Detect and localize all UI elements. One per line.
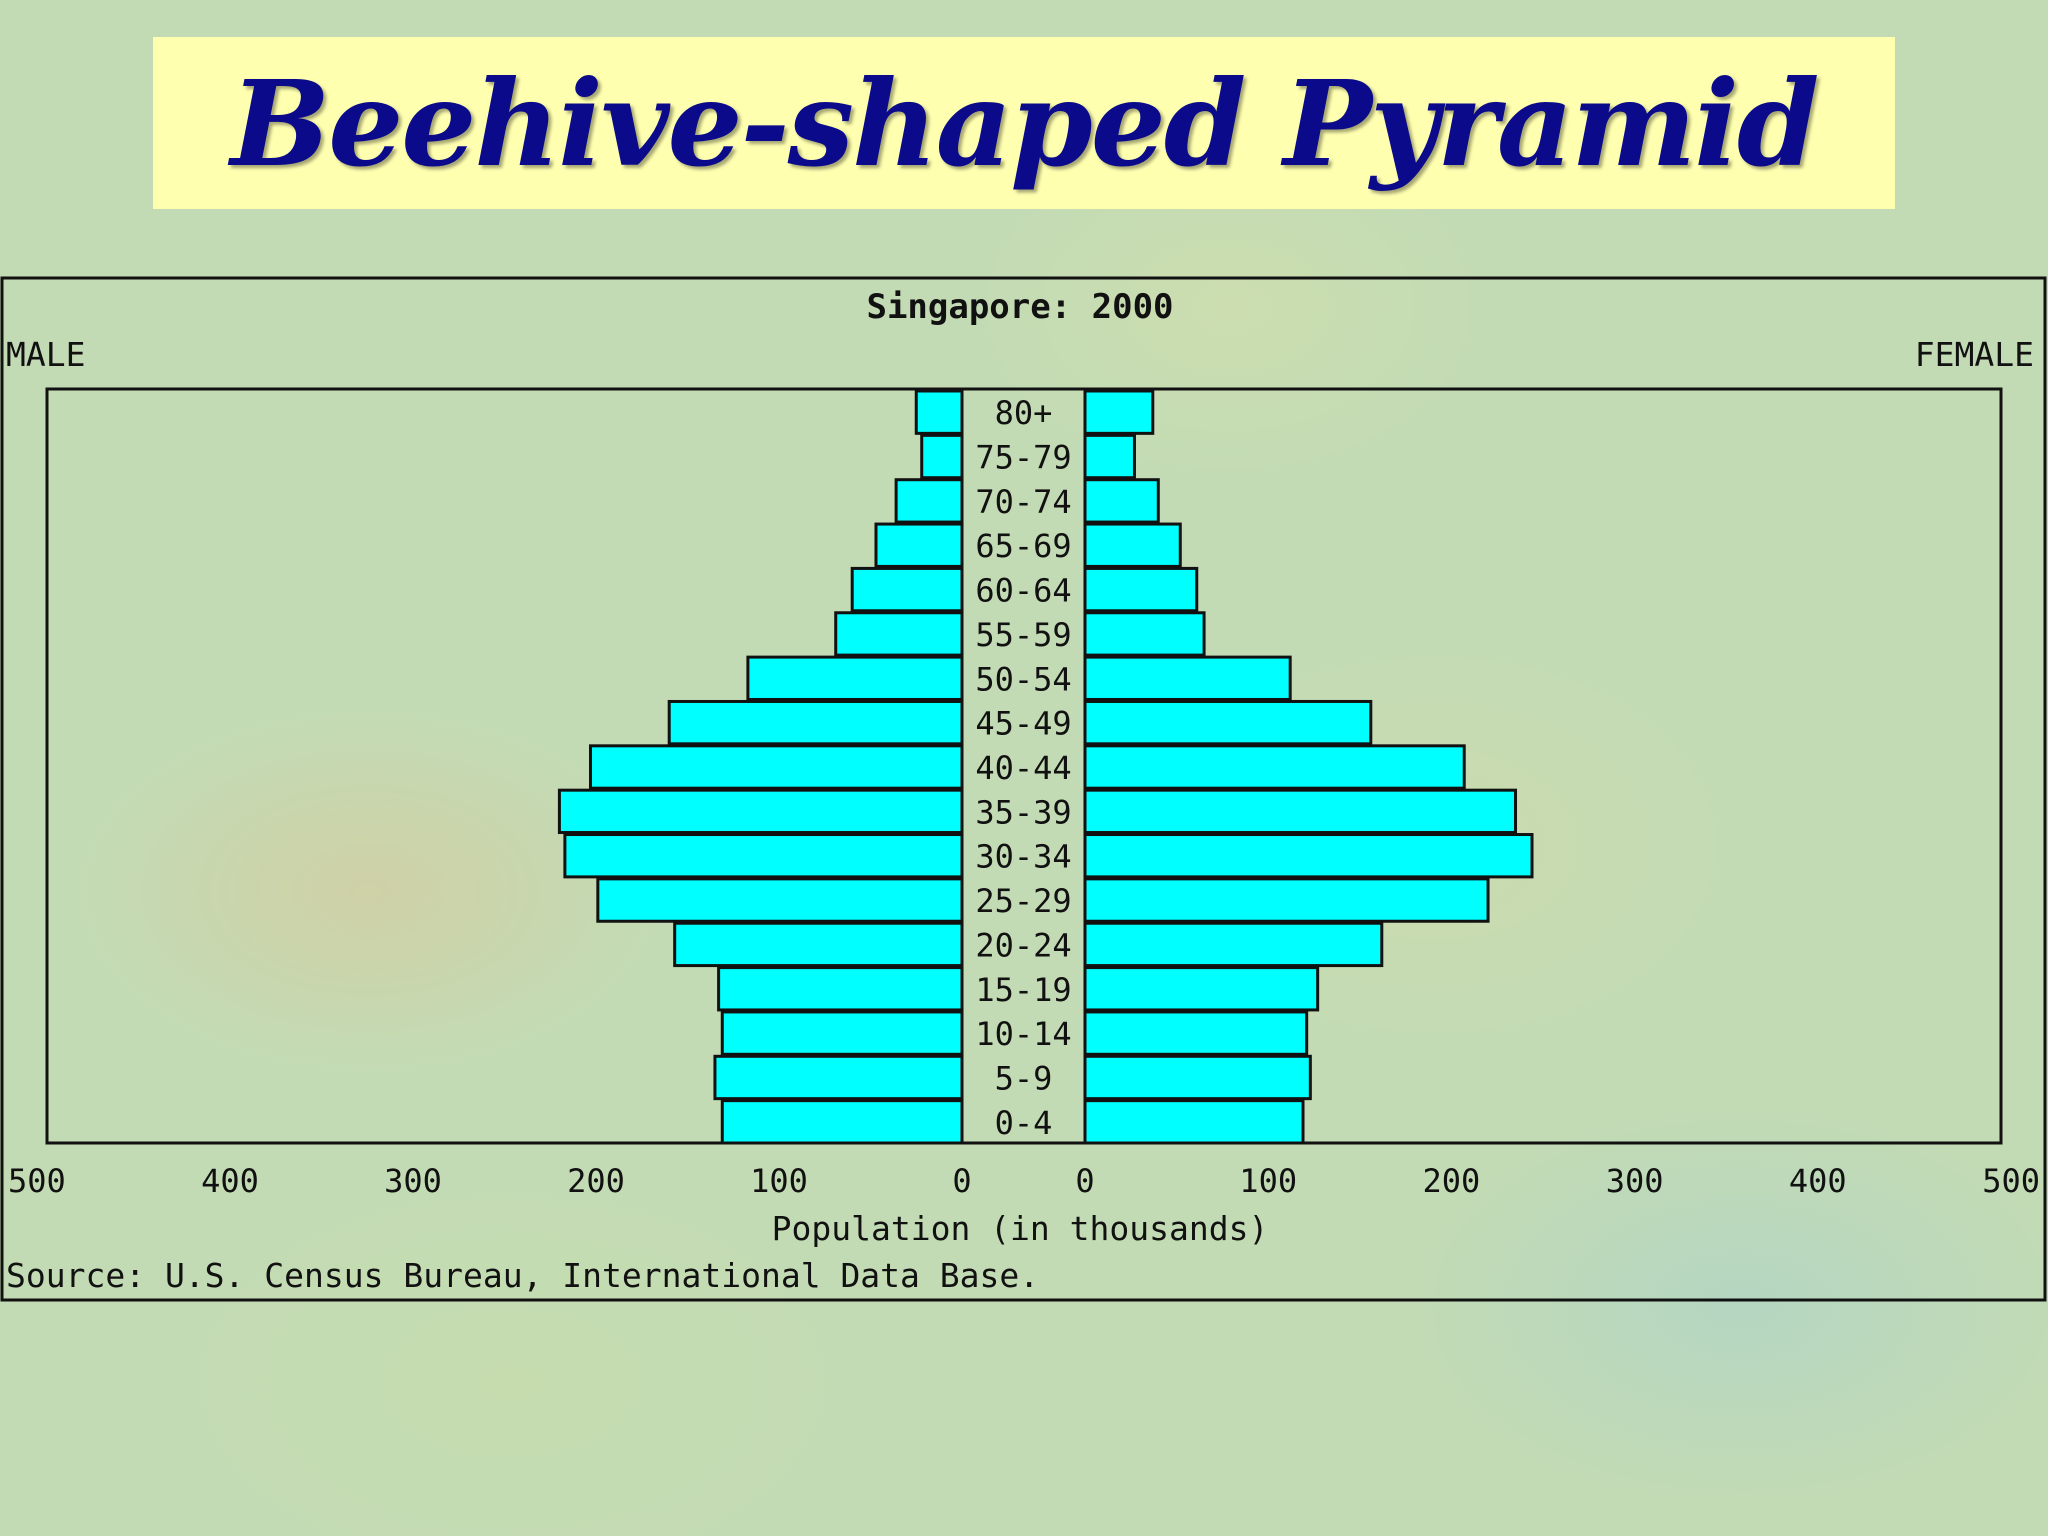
male-bar-10-14	[720, 1010, 964, 1056]
age-group-label: 35-39	[975, 793, 1071, 831]
female-bar-60-64	[1083, 566, 1199, 613]
female-bar-25-29	[1083, 877, 1490, 923]
female-bar-45-49	[1083, 699, 1373, 746]
male-bar-15-19	[717, 966, 964, 1012]
female-bar-10-14	[1083, 1010, 1309, 1056]
male-label: MALE	[6, 335, 85, 374]
age-group-label: 70-74	[975, 483, 1071, 521]
slide-title: Beehive-shaped Pyramid	[230, 53, 1819, 193]
age-group-labels: 80+ 75-79 70-74 65-69 60-64 55-59 50-54 45-49 40…	[975, 394, 1071, 1142]
x-tick-label: 500	[8, 1162, 66, 1200]
female-bar-80+	[1083, 389, 1155, 435]
male-bar-30-34	[563, 833, 964, 879]
male-bar-70-74	[894, 478, 964, 524]
female-bar-70-74	[1083, 478, 1160, 524]
slide-title-banner: Beehive-shaped Pyramid	[153, 37, 1895, 209]
age-group-label: 15-19	[975, 971, 1071, 1009]
x-tick-label: 300	[1606, 1162, 1664, 1200]
male-bar-20-24	[673, 921, 964, 968]
male-bar-80+	[914, 389, 964, 435]
female-bar-55-59	[1083, 611, 1206, 657]
age-group-label: 40-44	[975, 749, 1071, 787]
female-bar-35-39	[1083, 788, 1518, 835]
male-bar-65-69	[874, 522, 964, 568]
source-note: Source: U.S. Census Bureau, Internationa…	[6, 1256, 1039, 1295]
male-bar-50-54	[746, 655, 964, 701]
age-group-label: 10-14	[975, 1015, 1071, 1053]
plot-area-frame	[45, 387, 2003, 1145]
age-group-label: 30-34	[975, 838, 1071, 876]
age-group-label: 60-64	[975, 572, 1071, 610]
male-bar-45-49	[667, 699, 964, 746]
female-bar-65-69	[1083, 522, 1182, 568]
female-bar-50-54	[1083, 655, 1292, 701]
age-group-label: 65-69	[975, 527, 1071, 565]
female-bar-5-9	[1083, 1054, 1312, 1101]
female-bar-20-24	[1083, 921, 1384, 968]
age-group-label: 75-79	[975, 439, 1071, 477]
female-label: FEMALE	[1915, 335, 2034, 374]
x-tick-label: 0	[952, 1162, 971, 1200]
x-tick-label: 400	[1789, 1162, 1847, 1200]
male-bar-75-79	[920, 433, 964, 480]
male-bar-35-39	[557, 788, 964, 835]
female-bar-30-34	[1083, 833, 1534, 879]
male-bar-0-4	[720, 1099, 964, 1145]
female-bar-75-79	[1083, 433, 1136, 480]
age-group-label: 55-59	[975, 616, 1071, 654]
x-tick-label: 300	[384, 1162, 442, 1200]
axis-tick-labels: 500 400 300 200 100 0 0 100 200 300 400 500	[8, 1162, 2040, 1200]
age-group-label: 0-4	[995, 1104, 1053, 1142]
female-bar-40-44	[1083, 744, 1466, 790]
age-group-label: 45-49	[975, 705, 1071, 743]
chart-frame	[0, 276, 2047, 1302]
female-bar-0-4	[1083, 1099, 1305, 1145]
x-tick-label: 200	[1423, 1162, 1481, 1200]
x-tick-label: 500	[1982, 1162, 2040, 1200]
x-tick-label: 400	[201, 1162, 259, 1200]
age-group-label: 5-9	[995, 1059, 1053, 1097]
age-group-label: 25-29	[975, 882, 1071, 920]
x-tick-label: 100	[1239, 1162, 1297, 1200]
male-bar-60-64	[850, 566, 964, 613]
x-tick-label: 200	[567, 1162, 625, 1200]
age-group-label: 80+	[995, 394, 1053, 432]
male-bar-25-29	[596, 877, 964, 923]
male-bar-55-59	[834, 611, 964, 657]
bars-group	[557, 389, 1534, 1145]
x-tick-label: 0	[1075, 1162, 1094, 1200]
male-bar-5-9	[713, 1054, 964, 1101]
x-tick-label: 100	[750, 1162, 808, 1200]
x-axis-label: Population (in thousands)	[772, 1209, 1269, 1248]
female-bar-15-19	[1083, 966, 1320, 1012]
age-group-label: 50-54	[975, 660, 1071, 698]
age-group-label: 20-24	[975, 926, 1071, 964]
male-bar-40-44	[589, 744, 964, 790]
chart-title: Singapore: 2000	[866, 287, 1173, 327]
